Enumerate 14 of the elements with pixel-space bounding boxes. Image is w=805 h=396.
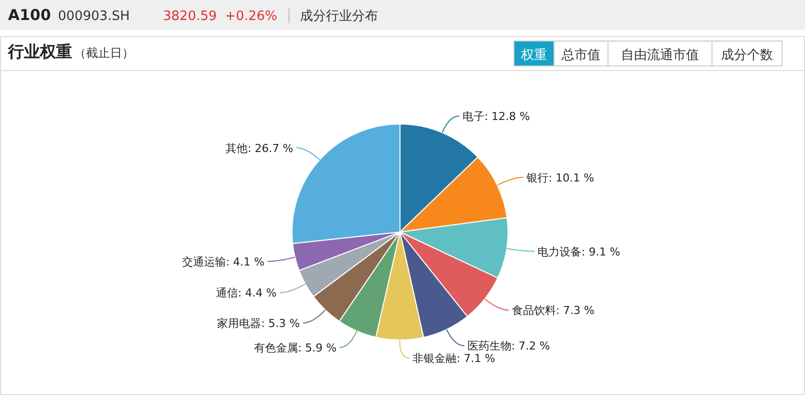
slice-label: 通信: 4.4 %	[216, 286, 277, 300]
slice-label: 食品饮料: 7.3 %	[512, 304, 594, 318]
slice-label: 家用电器: 5.3 %	[217, 317, 300, 330]
slice-label: 交通运输: 4.1 %	[182, 255, 264, 268]
text: 行业权重	[7, 42, 72, 61]
slice-label: 电力设备: 9.1 %	[538, 245, 620, 258]
slice-label: 有色金属: 5.9 %	[254, 341, 337, 354]
slice-label: 其他: 26.7 %	[226, 142, 294, 155]
slice-label: 电子: 12.8 %	[462, 110, 530, 124]
slice-label: 非银金融: 7.1 %	[412, 352, 496, 365]
chart-subtitle: （截止日）	[74, 46, 134, 60]
slice-label: 医药生物: 7.2 %	[467, 340, 550, 353]
header: A100 000903.SH 3820.59 +0.26% 成分行业分布	[0, 0, 805, 30]
slice-label: 银行: 10.1 %	[526, 171, 594, 184]
